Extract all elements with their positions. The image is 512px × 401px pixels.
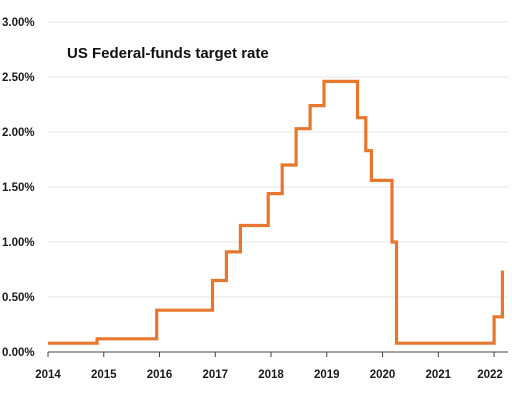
- y-tick-label: 3.00%: [2, 17, 35, 29]
- series: [48, 79, 504, 345]
- x-tick-label: 2019: [314, 369, 340, 381]
- axes: [47, 351, 508, 357]
- tick-labels: 0.00% 0.50% 1.00% 1.50% 2.00% 2.50% 3.00% 2014 2…: [2, 17, 503, 381]
- x-tick-label: 2021: [426, 369, 452, 381]
- x-tick-label: 2015: [91, 369, 117, 381]
- y-tick-label: 0.50%: [2, 292, 35, 304]
- x-tick-label: 2017: [202, 369, 228, 381]
- x-tick-label: 2018: [258, 369, 284, 381]
- series-line-fed-funds-rate: [48, 79, 504, 345]
- x-tick-label: 2022: [477, 369, 503, 381]
- y-tick-label: 1.00%: [2, 237, 35, 249]
- grid: [48, 21, 508, 298]
- y-tick-label: 1.50%: [2, 182, 35, 194]
- y-tick-label: 2.50%: [2, 72, 35, 84]
- chart-title: US Federal-funds target rate: [67, 45, 269, 62]
- x-tick-label: 2014: [35, 369, 61, 381]
- y-tick-label: 2.00%: [2, 127, 35, 139]
- y-tick-label: 0.00%: [2, 347, 35, 359]
- x-tick-label: 2016: [147, 369, 173, 381]
- x-tick-label: 2020: [370, 369, 396, 381]
